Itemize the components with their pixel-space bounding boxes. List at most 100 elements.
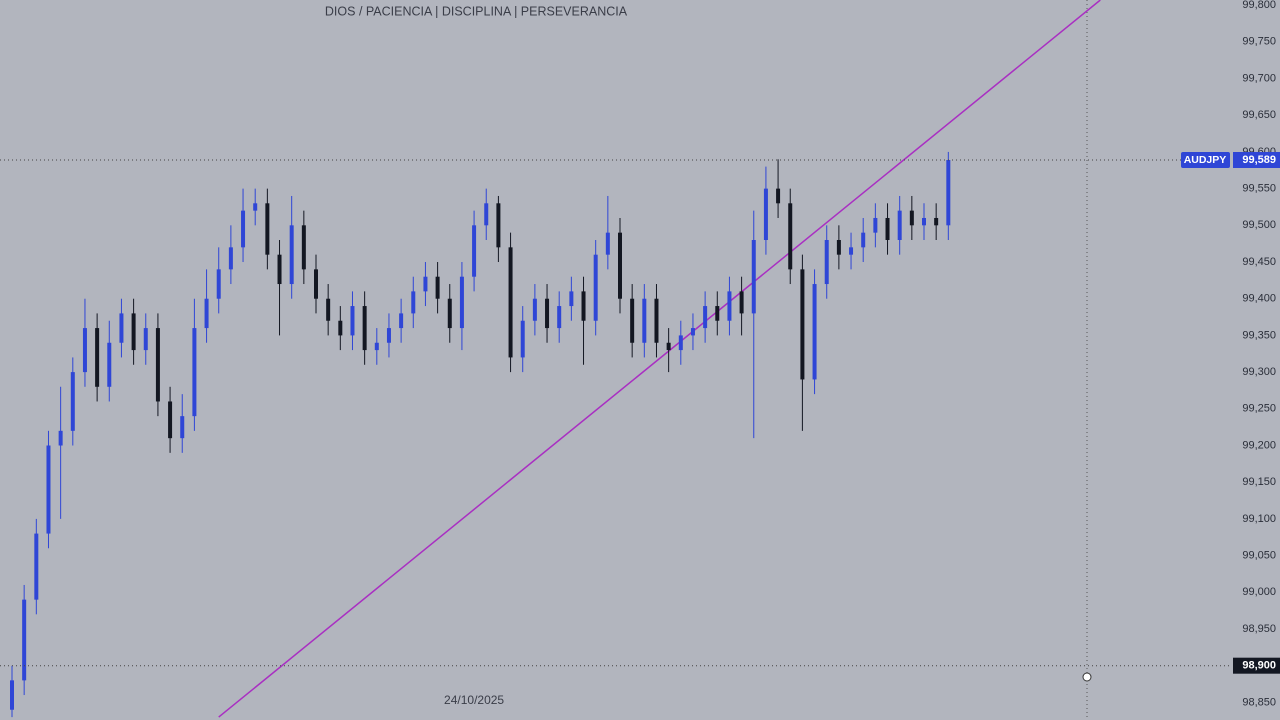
candle-body xyxy=(812,284,817,380)
candle-body xyxy=(545,298,550,329)
candle-body xyxy=(216,269,221,299)
candle-body xyxy=(338,320,343,336)
candle-body xyxy=(897,210,902,240)
candle-body xyxy=(95,328,100,387)
candle-body xyxy=(763,188,768,240)
candle-body xyxy=(569,291,574,307)
candle-body xyxy=(58,430,63,446)
candle-body xyxy=(727,291,732,321)
candle-body xyxy=(849,247,854,255)
candle-body xyxy=(22,599,27,681)
y-tick-label: 99,500 xyxy=(1242,219,1276,231)
y-tick-label: 99,300 xyxy=(1242,366,1276,378)
candle-body xyxy=(630,298,635,343)
candle-body xyxy=(690,328,695,336)
candle-body xyxy=(508,247,513,358)
crosshair-tag-bg xyxy=(1233,657,1280,674)
candle-body xyxy=(666,342,671,351)
candle-body xyxy=(277,254,282,285)
candle-body xyxy=(143,328,148,351)
y-tick-label: 99,700 xyxy=(1242,72,1276,84)
x-tick-label: 24/10/2025 xyxy=(444,693,504,707)
candle-body xyxy=(909,210,914,226)
y-tick-label: 99,000 xyxy=(1242,586,1276,598)
candle-body xyxy=(885,217,890,240)
candle-body xyxy=(520,320,525,358)
last-price-tag-bg xyxy=(1233,152,1280,168)
candle-body xyxy=(447,298,452,329)
y-tick-label: 98,950 xyxy=(1242,623,1276,635)
y-tick-label: 99,450 xyxy=(1242,256,1276,268)
candle-body xyxy=(265,203,270,255)
candle-body xyxy=(374,342,379,351)
crosshair-tag: 98,900 xyxy=(1242,660,1276,672)
candle-body xyxy=(362,306,367,351)
candle-body xyxy=(703,306,708,329)
candle-body xyxy=(204,298,209,329)
candle-body xyxy=(618,232,622,299)
candle-body xyxy=(751,240,756,314)
candle-body xyxy=(593,254,598,321)
candle-body xyxy=(472,225,477,277)
candle-body xyxy=(459,276,464,329)
candle-body xyxy=(435,276,440,299)
candle-body xyxy=(788,203,793,270)
candle-body xyxy=(411,291,416,314)
y-tick-label: 98,850 xyxy=(1242,696,1276,708)
candle-body xyxy=(82,328,87,373)
candle-body xyxy=(484,203,489,226)
candle-body xyxy=(824,240,829,285)
candle-body xyxy=(180,416,185,439)
y-tick-label: 99,250 xyxy=(1242,403,1276,415)
candle-body xyxy=(10,680,14,710)
candle-body xyxy=(776,188,781,204)
candle-body xyxy=(241,210,246,248)
candle-body xyxy=(532,298,537,321)
candle-body xyxy=(34,533,39,600)
y-tick-label: 99,150 xyxy=(1242,476,1276,488)
symbol-tag-bg xyxy=(1181,152,1230,168)
candle-body xyxy=(386,328,391,343)
candle-body xyxy=(654,298,659,343)
last-price-tag: 99,589 xyxy=(1242,154,1276,166)
candle-body xyxy=(496,203,501,248)
candle-body xyxy=(168,401,173,439)
candle-body xyxy=(228,247,233,270)
candle-body xyxy=(131,313,136,351)
candle-body xyxy=(350,306,355,336)
trendline xyxy=(218,0,1101,718)
candle-body xyxy=(301,225,306,270)
y-tick-label: 99,400 xyxy=(1242,293,1276,305)
candle-body xyxy=(739,291,744,314)
candle-body xyxy=(873,217,878,233)
candle-body xyxy=(581,291,586,321)
candle-body xyxy=(922,217,926,226)
candle-body xyxy=(557,306,562,329)
candle-body xyxy=(289,225,294,285)
candle-body xyxy=(934,217,939,226)
candle-body xyxy=(678,335,683,351)
candle-body xyxy=(119,313,124,343)
candle-body xyxy=(423,276,428,292)
candle-body xyxy=(314,269,318,299)
candle-body xyxy=(605,232,610,255)
y-tick-label: 99,350 xyxy=(1242,329,1276,341)
candle-body xyxy=(46,445,51,534)
candle-body xyxy=(326,298,331,321)
candle-body xyxy=(107,342,112,387)
y-tick-label: 99,800 xyxy=(1242,0,1276,11)
candle-body xyxy=(70,372,75,431)
candle-body xyxy=(192,328,197,417)
cursor xyxy=(1082,672,1092,682)
candle-body xyxy=(399,313,404,329)
y-tick-label: 99,050 xyxy=(1242,550,1276,562)
symbol-tag: AUDJPY xyxy=(1184,154,1227,166)
y-tick-label: 99,100 xyxy=(1242,513,1276,525)
candle-body xyxy=(155,328,160,402)
y-tick-label: 99,550 xyxy=(1242,183,1276,195)
candle-body xyxy=(946,160,951,226)
candle-body xyxy=(715,306,720,321)
y-tick-label: 99,750 xyxy=(1242,36,1276,48)
